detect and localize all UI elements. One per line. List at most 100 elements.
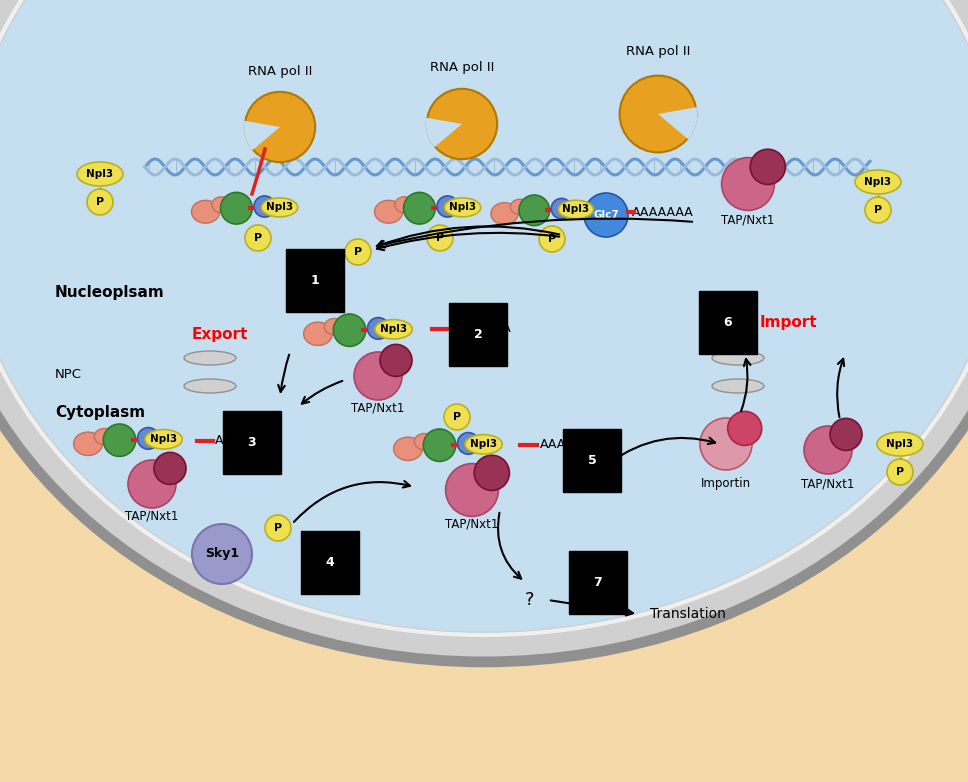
Text: Export: Export: [192, 327, 248, 342]
Text: P: P: [436, 233, 444, 243]
Text: Translation: Translation: [650, 607, 726, 621]
Ellipse shape: [324, 318, 344, 335]
Circle shape: [728, 411, 762, 446]
Ellipse shape: [465, 435, 502, 454]
FancyArrowPatch shape: [294, 481, 410, 522]
Circle shape: [551, 199, 572, 219]
Text: AAAAAAA: AAAAAAA: [450, 322, 512, 335]
Text: TAP/Nxt1: TAP/Nxt1: [125, 510, 179, 522]
Circle shape: [474, 455, 509, 490]
Circle shape: [539, 226, 565, 252]
Ellipse shape: [375, 200, 403, 223]
Ellipse shape: [414, 433, 434, 450]
Circle shape: [87, 189, 113, 215]
Text: Importin: Importin: [701, 478, 751, 490]
Text: NPC: NPC: [55, 368, 82, 381]
FancyArrowPatch shape: [377, 227, 560, 247]
Ellipse shape: [261, 198, 298, 217]
Ellipse shape: [395, 197, 414, 213]
Circle shape: [245, 225, 271, 251]
Circle shape: [368, 317, 389, 339]
FancyArrowPatch shape: [551, 601, 633, 615]
Circle shape: [519, 195, 550, 225]
Circle shape: [437, 196, 458, 217]
Text: TAP/Nxt1: TAP/Nxt1: [802, 478, 855, 490]
Text: Npl3: Npl3: [150, 434, 177, 444]
FancyArrowPatch shape: [302, 381, 343, 404]
Ellipse shape: [444, 198, 481, 217]
Circle shape: [354, 352, 402, 400]
Ellipse shape: [304, 322, 332, 346]
Ellipse shape: [712, 351, 764, 365]
Circle shape: [444, 404, 470, 430]
FancyArrowPatch shape: [741, 359, 750, 411]
Text: P: P: [453, 412, 461, 422]
Circle shape: [427, 225, 453, 251]
Text: Npl3: Npl3: [864, 177, 892, 187]
Circle shape: [458, 432, 479, 454]
Circle shape: [750, 149, 785, 185]
Ellipse shape: [491, 203, 518, 224]
Circle shape: [254, 196, 275, 217]
Text: 4: 4: [325, 555, 334, 569]
Ellipse shape: [212, 197, 231, 213]
Text: P: P: [548, 234, 556, 244]
Bar: [712, 363, 764, 381]
Text: 3: 3: [248, 436, 257, 449]
Ellipse shape: [77, 162, 123, 186]
Wedge shape: [426, 118, 462, 147]
Ellipse shape: [855, 170, 901, 194]
Circle shape: [445, 464, 499, 516]
Text: Npl3: Npl3: [887, 439, 914, 449]
Circle shape: [380, 344, 412, 376]
Text: Import: Import: [760, 314, 818, 329]
Text: Npl3: Npl3: [86, 169, 113, 179]
Circle shape: [192, 524, 252, 584]
Text: Nucleoplsam: Nucleoplsam: [55, 285, 165, 300]
Circle shape: [804, 426, 852, 474]
Text: P: P: [96, 197, 105, 207]
Text: TAP/Nxt1: TAP/Nxt1: [351, 401, 405, 414]
Circle shape: [865, 197, 891, 223]
Ellipse shape: [712, 379, 764, 393]
Text: RNA pol II: RNA pol II: [430, 62, 495, 74]
Circle shape: [700, 418, 752, 470]
Circle shape: [427, 89, 498, 160]
Circle shape: [887, 459, 913, 485]
Ellipse shape: [375, 320, 412, 339]
Ellipse shape: [184, 379, 236, 393]
Text: Npl3: Npl3: [470, 439, 498, 450]
FancyArrowPatch shape: [837, 359, 844, 418]
Circle shape: [245, 91, 316, 162]
Circle shape: [423, 429, 456, 461]
Text: P: P: [254, 233, 262, 243]
Text: 6: 6: [724, 315, 733, 328]
Ellipse shape: [94, 429, 114, 445]
Text: Npl3: Npl3: [266, 203, 293, 213]
Text: P: P: [874, 205, 882, 215]
Ellipse shape: [145, 429, 182, 449]
Circle shape: [620, 76, 696, 152]
Circle shape: [830, 418, 862, 450]
Text: P: P: [354, 247, 362, 257]
Text: TAP/Nxt1: TAP/Nxt1: [721, 213, 774, 227]
Wedge shape: [244, 120, 280, 150]
FancyArrowPatch shape: [498, 513, 521, 579]
Text: ?: ?: [526, 591, 534, 609]
Circle shape: [265, 515, 291, 541]
Circle shape: [404, 192, 436, 224]
FancyArrowPatch shape: [378, 218, 692, 248]
Text: 7: 7: [593, 576, 602, 589]
Text: AAAAAAA: AAAAAAA: [540, 439, 602, 451]
Ellipse shape: [74, 432, 103, 455]
Ellipse shape: [394, 437, 422, 461]
Circle shape: [154, 453, 186, 484]
FancyArrowPatch shape: [377, 233, 560, 250]
Text: P: P: [274, 523, 282, 533]
Circle shape: [128, 460, 176, 508]
Text: 5: 5: [588, 454, 596, 467]
Text: AAAAAAA: AAAAAAA: [215, 435, 277, 447]
Text: Npl3: Npl3: [380, 325, 408, 334]
Circle shape: [584, 193, 628, 237]
Text: Npl3: Npl3: [449, 203, 476, 213]
